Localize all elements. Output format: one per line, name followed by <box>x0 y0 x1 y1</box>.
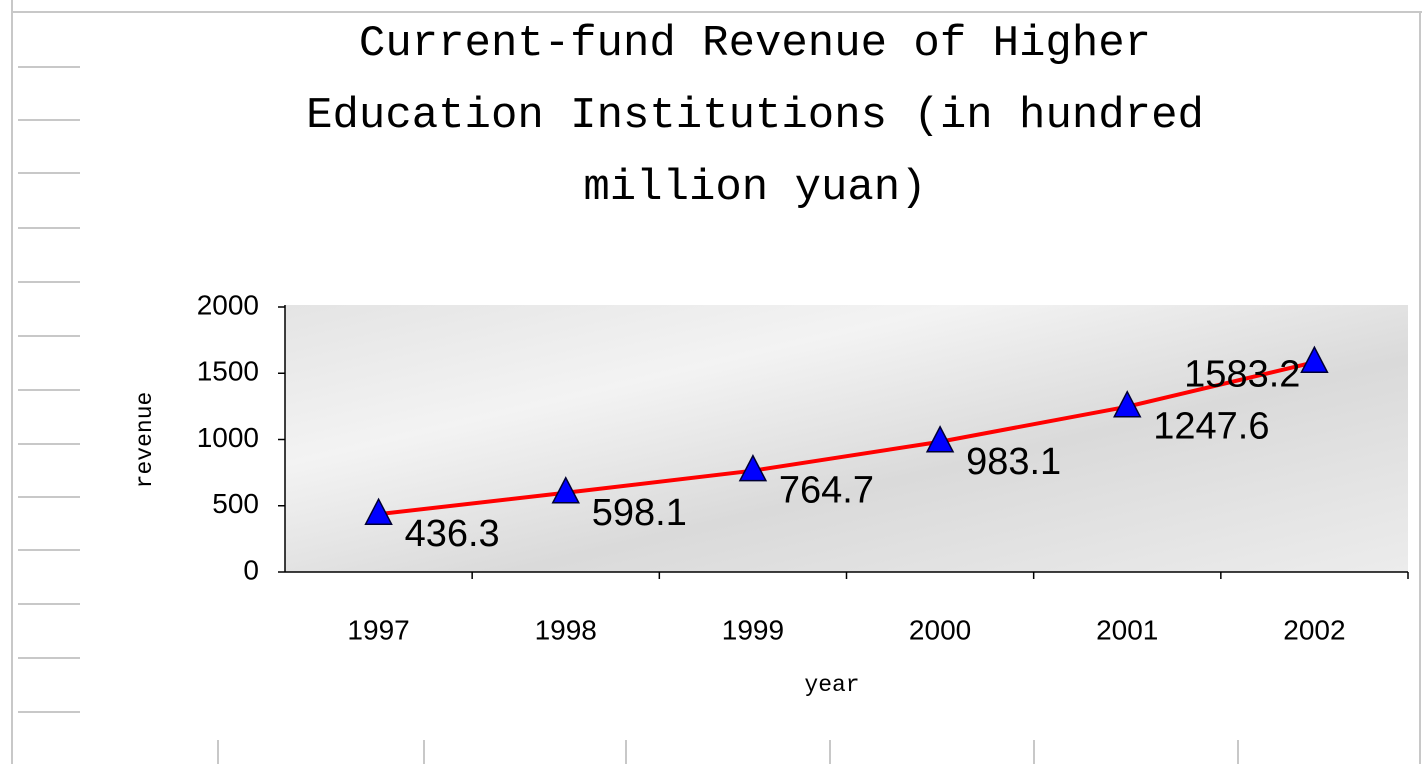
y-axis-label: revenue <box>132 392 158 489</box>
slide: revenue year 0 500 1000 1500 2000 1997 1998 199… <box>0 0 1422 764</box>
y-tick-label: 1500 <box>197 356 259 387</box>
value-label: 436.3 <box>405 513 500 555</box>
value-label: 764.7 <box>779 470 874 512</box>
x-axis-label: year <box>804 672 859 698</box>
y-tick-label: 0 <box>243 554 259 585</box>
x-tick-label: 1998 <box>535 614 597 645</box>
value-label: 598.1 <box>592 492 687 534</box>
x-tick-label: 2001 <box>1096 614 1158 645</box>
value-label: 1247.6 <box>1153 406 1269 448</box>
x-tick-label: 1999 <box>722 614 784 645</box>
x-tick-label: 1997 <box>347 614 409 645</box>
x-tick-label: 2000 <box>909 614 971 645</box>
y-tick-label: 1000 <box>197 422 259 453</box>
x-tick-label: 2002 <box>1283 614 1345 645</box>
value-label: 1583.2 <box>1184 353 1300 395</box>
value-label: 983.1 <box>966 441 1061 483</box>
y-tick-label: 500 <box>212 488 259 519</box>
y-tick-label: 2000 <box>197 289 259 320</box>
chart-title: Current-fund Revenue of Higher Education… <box>300 8 1210 224</box>
